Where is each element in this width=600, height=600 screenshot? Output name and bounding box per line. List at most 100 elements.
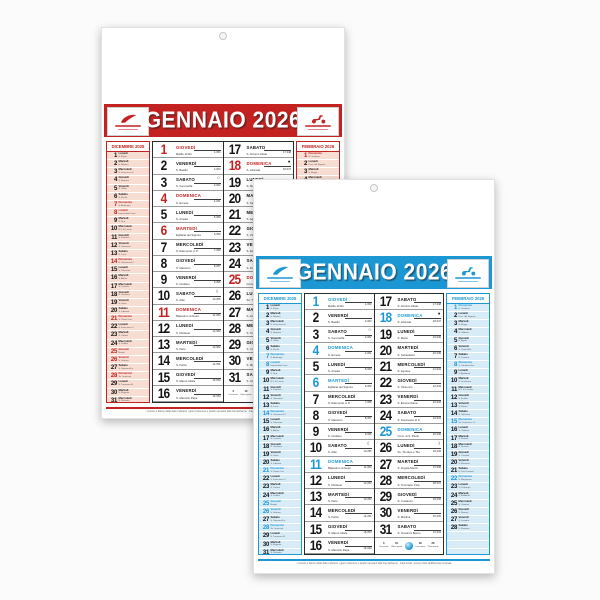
mini-day-body: Giovedì S. Graziano	[117, 291, 149, 298]
mini-day-name: Mercoledì	[458, 499, 472, 503]
moon-legend-label: Primo quarto	[427, 545, 439, 548]
mini-day-number: 25	[262, 500, 269, 507]
notes-line	[414, 415, 441, 417]
day-name: SABATO	[176, 177, 195, 182]
moon-legend-label: Ultimo quarto	[240, 393, 252, 396]
notes-line	[193, 312, 221, 314]
day-number: 14	[157, 353, 170, 369]
mini-day-number: 28	[450, 525, 457, 532]
mini-day-number: 12	[262, 394, 269, 401]
moon-phase-icon: ●	[437, 310, 441, 316]
day-name: DOMENICA	[397, 312, 423, 318]
mini-day-name: Sabato	[118, 364, 128, 368]
mini-day-number: 9	[265, 370, 269, 377]
mini-day-saint: S. Liberato	[118, 310, 130, 313]
mini-day-body: Sabato S. Liberato	[269, 459, 301, 466]
mini-day-number: 8	[113, 210, 117, 217]
day-name: MARTEDÌ	[176, 225, 197, 231]
day-name: SABATO	[328, 329, 347, 334]
mini-day-body: Martedì S. Albina	[117, 274, 149, 281]
day-row: 11 DOMENICA Battesimo di Gesù 11-354	[153, 305, 223, 321]
mini-day-body: Martedì S. Biagio	[457, 320, 489, 327]
mini-day-number: 22	[110, 324, 117, 331]
mini-day-number: 19	[110, 299, 117, 306]
mini-day-row: 10 Mercoledì B.V. di Loreto	[107, 225, 149, 234]
mini-day-saint: S. Francesco S.	[118, 172, 135, 175]
day-number: 5	[312, 359, 320, 374]
mini-day-body: Giovedì Natale	[269, 500, 301, 507]
day-name: LUNEDÌ	[397, 442, 415, 448]
mini-day-name: Mercoledì	[118, 396, 132, 400]
mini-day-saint: S. Eugenio	[118, 392, 130, 395]
mini-day-saint: S. Margherita	[458, 479, 472, 482]
mini-day-number: 3	[303, 169, 307, 176]
day-of-year-counter: 13-352	[363, 498, 372, 502]
day-row: 17 SABATO S. Antonio Abate 17-348	[223, 142, 293, 159]
day-of-year-counter: 8-357	[364, 417, 372, 421]
day-saint: S. Mauro Abate	[176, 379, 196, 384]
day-number: 18	[379, 310, 391, 326]
mini-day-name: Sabato	[118, 192, 128, 196]
day-name: GIOVEDÌ	[176, 144, 196, 150]
moon-legend-label: Luna piena	[379, 545, 389, 548]
day-row: 4 DOMENICA S. Ermete 4-361	[153, 191, 223, 207]
day-saint: S. Massimo	[328, 417, 343, 422]
month-title: GENNAIO 2026	[295, 259, 453, 285]
mini-day-number: 4	[113, 177, 117, 184]
day-number: 10	[157, 288, 170, 304]
mini-day-saint: S. Donato	[458, 438, 469, 441]
notes-line	[344, 529, 372, 531]
notes-line	[414, 448, 441, 450]
notes-line	[344, 302, 372, 304]
day-name: MARTEDÌ	[397, 459, 419, 464]
mini-day-name: Venerdì	[118, 184, 129, 188]
day-number: 23	[228, 239, 240, 255]
day-saint: S. Amelia	[176, 216, 188, 221]
day-row: 3 SABATO S. Genoveffa 3-362 ○	[305, 327, 374, 343]
mini-day-saint: Immacolata Conc.	[118, 212, 137, 215]
mini-day-saint: S. Verdiana	[458, 307, 470, 310]
notes-line	[193, 247, 221, 249]
footer-note: I numeri a fianco delle date indicano i …	[145, 410, 301, 413]
day-row: 17 SABATO S. Antonio Abate 17-348	[374, 294, 443, 311]
mini-day-name: Lunedì	[308, 160, 318, 164]
mini-day-saint: Pres. del Signore	[458, 315, 476, 318]
day-name: MARTEDÌ	[328, 491, 349, 497]
mini-day-row: 27 Sabato S. Giovanni Ev.	[259, 516, 301, 525]
day-name: DOMENICA	[176, 307, 201, 312]
day-saint: S. Francesco di S.	[397, 417, 421, 422]
mini-day-number: 9	[453, 370, 457, 377]
moon-legend-label: Luna nuova	[415, 545, 426, 548]
mini-day-number: 22	[450, 476, 457, 483]
mini-day-name: Lunedì	[458, 312, 468, 316]
mini-day-number: 27	[450, 517, 457, 524]
mini-day-number: 21	[450, 468, 457, 475]
day-number: 28	[228, 320, 240, 336]
mini-day-number: 5	[113, 185, 117, 192]
mini-day-name: Venerdì	[270, 450, 281, 454]
mini-day-number: 4	[265, 329, 269, 336]
moon-legend-day: 3	[383, 542, 385, 546]
moon-legend-entry: 10 Ultimo quarto	[391, 542, 402, 548]
mini-day-row: 9 Martedì S. Siro	[259, 369, 301, 378]
day-row: 5 LUNEDÌ S. Amelia 5-360	[153, 207, 223, 224]
day-row: 7 MERCOLEDÌ S. Raimondo d. P. 7-358	[153, 240, 223, 256]
mini-day-name: Domenica	[270, 524, 284, 528]
days-column-1-16: 1 GIOVEDÌ Madre di Dio 1-364 2 VENERDÌ S. Basi…	[305, 294, 374, 554]
day-number: 28	[379, 472, 391, 488]
mini-day-saint: S. Nicola	[118, 196, 128, 199]
day-of-year-counter: 12-353	[363, 482, 372, 486]
mini-day-row: 30 Martedì S. Eugenio	[107, 388, 149, 397]
day-name: MARTEDÌ	[397, 345, 419, 351]
day-number: 2	[312, 310, 320, 326]
mini-day-saint: S. Siro	[118, 221, 126, 224]
mini-day-saint: S. Pietro Can.	[270, 470, 285, 473]
mini-day-number: 21	[110, 316, 117, 323]
day-name: DOMENICA	[246, 160, 272, 166]
